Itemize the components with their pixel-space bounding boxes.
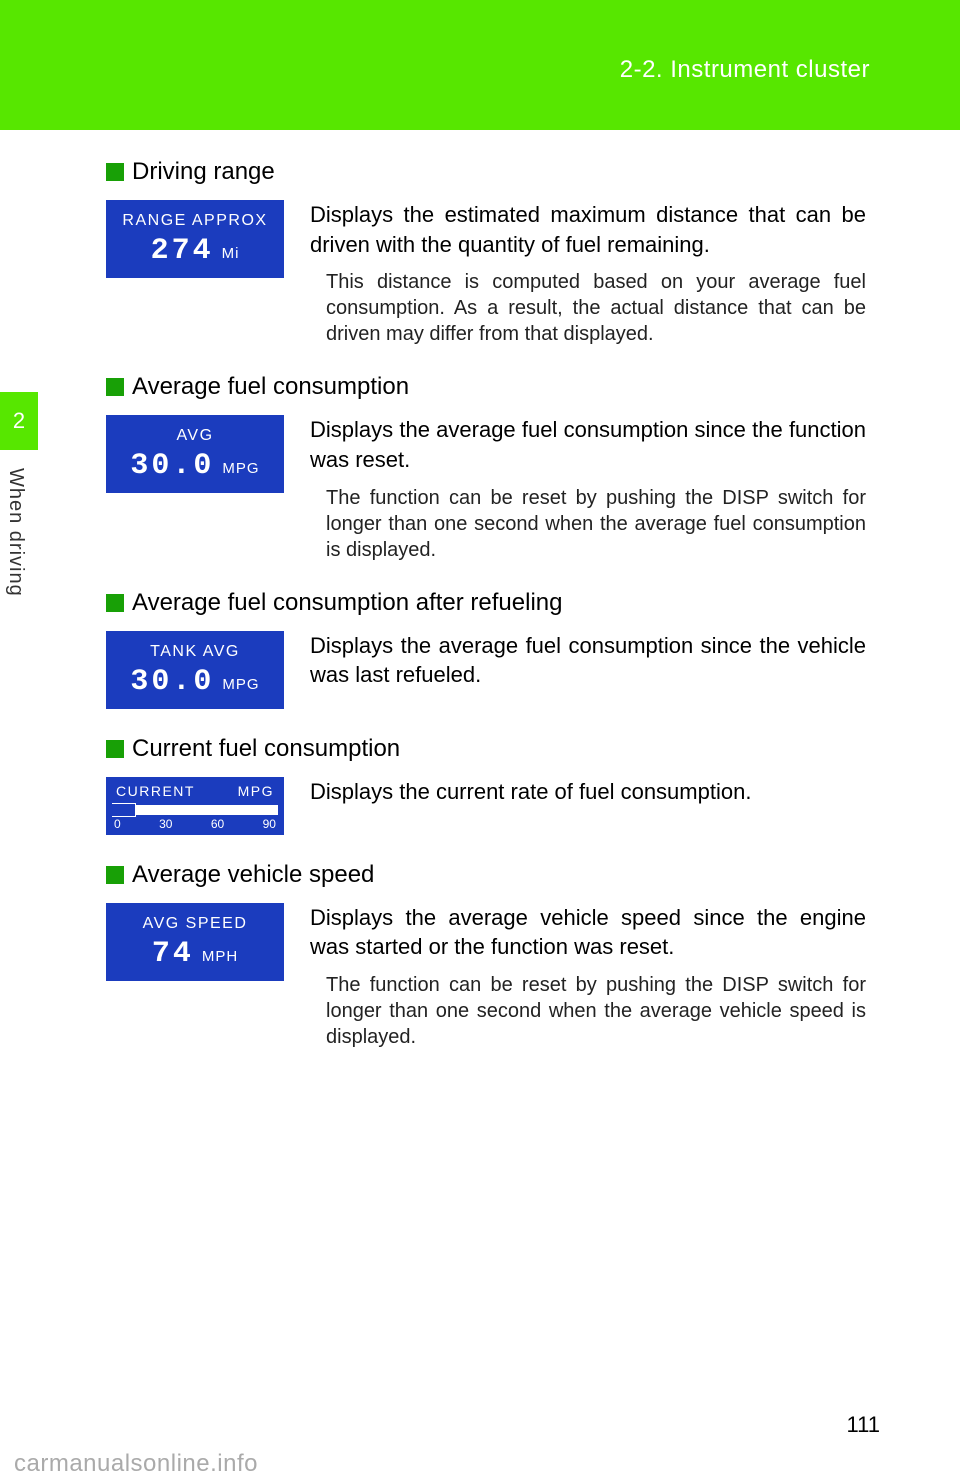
section-driving-range: Driving range RANGE APPROX 274 Mi Displa… [106,158,866,347]
display-range-approx: RANGE APPROX 274 Mi [106,200,284,278]
display-label: RANGE APPROX [110,212,280,230]
paragraph-sub: The function can be reset by pushing the… [310,972,866,1050]
heading: Average fuel consumption [106,373,866,401]
watermark: carmanualsonline.info [14,1450,258,1478]
gauge-tick: 90 [263,817,276,831]
content-area: Driving range RANGE APPROX 274 Mi Displa… [106,158,866,1076]
gauge-tick: 30 [159,817,172,831]
row: AVG SPEED 74 MPH Displays the average ve… [106,903,866,1050]
bullet-square-icon [106,378,124,396]
display-avg: AVG 30.0 MPG [106,415,284,493]
page-number: 111 [847,1412,880,1438]
bullet-square-icon [106,740,124,758]
heading-text: Average fuel consumption after refueling [132,589,563,617]
heading-text: Driving range [132,158,275,186]
body-text: Displays the average vehicle speed since… [310,903,866,1050]
chapter-tab: 2 [0,392,38,450]
display-unit: Mi [222,245,240,262]
display-label: TANK AVG [110,643,280,661]
gauge-tick: 60 [211,817,224,831]
paragraph-sub: The function can be reset by pushing the… [310,485,866,563]
heading: Current fuel consumption [106,735,866,763]
body-text: Displays the average fuel consumption si… [310,631,866,700]
gauge-track [112,805,278,815]
display-value: 30.0 [130,449,214,483]
paragraph-sub: This distance is computed based on your … [310,269,866,347]
body-text: Displays the average fuel consumption si… [310,415,866,562]
section-current-fuel: Current fuel consumption CURRENT MPG 0 3… [106,735,866,835]
row: RANGE APPROX 274 Mi Displays the estimat… [106,200,866,347]
body-text: Displays the current rate of fuel consum… [310,777,866,817]
display-avg-speed: AVG SPEED 74 MPH [106,903,284,981]
gauge-label-right: MPG [238,783,274,799]
bullet-square-icon [106,866,124,884]
row: CURRENT MPG 0 30 60 90 Displays the curr… [106,777,866,835]
paragraph-main: Displays the average vehicle speed since… [310,903,866,962]
row: AVG 30.0 MPG Displays the average fuel c… [106,415,866,562]
display-unit: MPG [222,676,259,693]
heading: Average fuel consumption after refueling [106,589,866,617]
row: TANK AVG 30.0 MPG Displays the average f… [106,631,866,709]
paragraph-main: Displays the average fuel consumption si… [310,631,866,690]
display-unit: MPG [222,460,259,477]
display-value: 74 [152,937,194,971]
heading-text: Average vehicle speed [132,861,374,889]
display-tank-avg: TANK AVG 30.0 MPG [106,631,284,709]
display-value: 274 [151,234,214,268]
heading: Average vehicle speed [106,861,866,889]
gauge-indicator [112,803,136,817]
paragraph-main: Displays the estimated maximum distance … [310,200,866,259]
display-value-row: 74 MPH [110,937,280,971]
display-value: 30.0 [130,665,214,699]
display-label: AVG [110,427,280,445]
heading-text: Current fuel consumption [132,735,400,763]
bullet-square-icon [106,163,124,181]
section-number-title: 2-2. Instrument cluster [620,56,870,84]
paragraph-main: Displays the average fuel consumption si… [310,415,866,474]
gauge-tick: 0 [114,817,121,831]
heading: Driving range [106,158,866,186]
chapter-side-label: When driving [4,468,27,597]
chapter-number: 2 [13,408,25,434]
display-value-row: 274 Mi [110,234,280,268]
body-text: Displays the estimated maximum distance … [310,200,866,347]
display-current-gauge: CURRENT MPG 0 30 60 90 [106,777,284,835]
gauge-ticks: 0 30 60 90 [112,817,278,831]
section-tank-avg: Average fuel consumption after refueling… [106,589,866,709]
display-value-row: 30.0 MPG [110,449,280,483]
gauge-label-left: CURRENT [116,783,195,799]
header-band: 2-2. Instrument cluster [0,0,960,130]
display-label: AVG SPEED [110,915,280,933]
paragraph-main: Displays the current rate of fuel consum… [310,777,866,807]
display-unit: MPH [202,948,238,965]
section-avg-speed: Average vehicle speed AVG SPEED 74 MPH D… [106,861,866,1050]
heading-text: Average fuel consumption [132,373,409,401]
bullet-square-icon [106,594,124,612]
gauge-label-row: CURRENT MPG [112,783,278,799]
manual-page: 2-2. Instrument cluster 2 When driving D… [0,0,960,1484]
section-avg-fuel: Average fuel consumption AVG 30.0 MPG Di… [106,373,866,562]
display-value-row: 30.0 MPG [110,665,280,699]
